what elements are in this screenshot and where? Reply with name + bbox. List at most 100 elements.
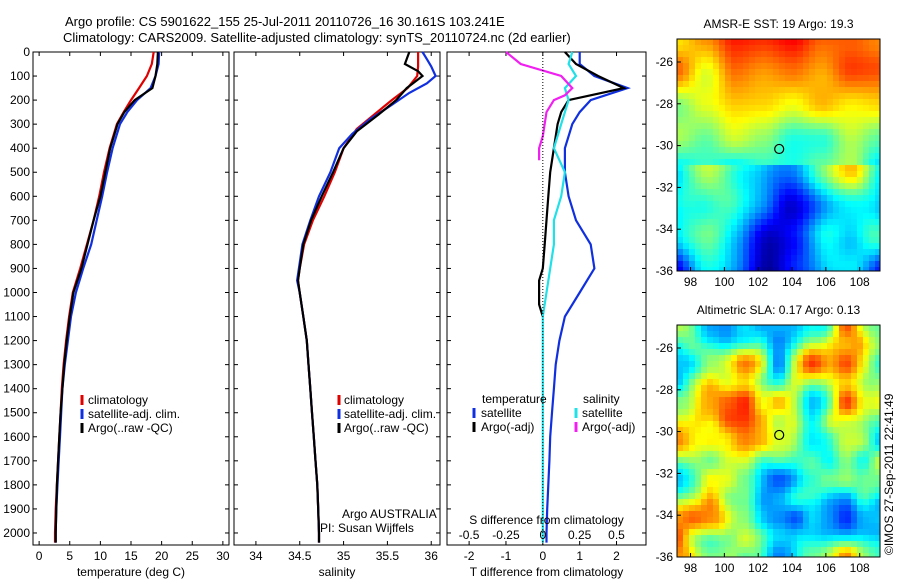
sst_map-cell: [773, 93, 780, 100]
sla_map-cell: [857, 535, 864, 542]
sla_map-cell: [863, 385, 870, 392]
sst_map-cell: [755, 99, 762, 106]
sla_map-cell: [857, 409, 864, 416]
sla_map-cell: [701, 391, 708, 398]
sst_map-cell: [809, 135, 816, 142]
sst_map-cell: [851, 57, 858, 64]
sla_map-cell: [833, 373, 840, 380]
sst_map-cell: [689, 213, 696, 220]
sst_map-cell: [719, 201, 726, 208]
sst_map-cell: [797, 153, 804, 160]
y-tick-label: 200: [10, 93, 30, 107]
sst_map-cell: [743, 75, 750, 82]
sst_map-cell: [737, 51, 744, 58]
sst_map-cell: [773, 153, 780, 160]
sla_map-cell: [797, 373, 804, 380]
sst_map-cell: [833, 231, 840, 238]
sla_map-cell: [761, 511, 768, 518]
sla_map-cell: [863, 487, 870, 494]
sla_map-cell: [839, 511, 846, 518]
sla_map-cell: [701, 349, 708, 356]
sst_map-cell: [683, 159, 690, 166]
sla_map-cell: [707, 421, 714, 428]
sst_map-cell: [755, 45, 762, 52]
sla_map-cell: [803, 349, 810, 356]
sst_map-cell: [683, 267, 690, 272]
sst_map-cell: [737, 201, 744, 208]
sla_map-cell: [749, 433, 756, 440]
sla_map-cell: [785, 445, 792, 452]
sst_map-cell: [779, 111, 786, 118]
sla_map-cell: [719, 499, 726, 506]
difference-x-tick-label: 2: [613, 549, 620, 563]
sst_map-cell: [719, 75, 726, 82]
sst_map-cell: [737, 129, 744, 136]
sst_map-cell: [833, 237, 840, 244]
sst_map-cell: [809, 57, 816, 64]
sst_map-cell: [731, 267, 738, 272]
sst_map-cell: [725, 237, 732, 244]
sla_map-frame: [676, 324, 881, 558]
sst_map-y-tick-label: -26: [656, 55, 674, 69]
sla_map-cell: [815, 487, 822, 494]
sst_map-cell: [845, 45, 852, 52]
sla_map-cell: [731, 481, 738, 488]
sla_map-cell: [779, 361, 786, 368]
sla_map-cell: [797, 529, 804, 536]
sst_map-cell: [845, 87, 852, 94]
sst_map-cell: [863, 63, 870, 70]
sst_map-cell: [713, 117, 720, 124]
sst_map-cell: [845, 105, 852, 112]
sla_map-cell: [863, 367, 870, 374]
sla_map-cell: [713, 433, 720, 440]
difference-legend-title: salinity: [583, 392, 620, 406]
sla_map-cell: [791, 337, 798, 344]
sst_map-cell: [833, 183, 840, 190]
sst_map-cell: [719, 165, 726, 172]
salinity-annotation: Argo AUSTRALIA: [342, 507, 437, 521]
sst_map-cell: [785, 207, 792, 214]
sst_map-cell: [689, 45, 696, 52]
sla_map-cell: [839, 529, 846, 536]
sst_map-cell: [785, 147, 792, 154]
sst_map-cell: [815, 165, 822, 172]
sla_map-cell: [779, 535, 786, 542]
sla_map-cell: [785, 451, 792, 458]
sla_map-cell: [731, 403, 738, 410]
sla_map-cell: [851, 517, 858, 524]
sst_map-cell: [809, 213, 816, 220]
sst_map-cell: [725, 123, 732, 130]
sla_map-cell: [731, 493, 738, 500]
sla_map-cell: [707, 541, 714, 548]
sst_map-cell: [785, 219, 792, 226]
sst_map-cell: [731, 237, 738, 244]
sst_map-cell: [773, 249, 780, 256]
sla_map-cell: [761, 463, 768, 470]
sla_map-cell: [809, 361, 816, 368]
sst_map-cell: [815, 141, 822, 148]
sst_map-cell: [761, 147, 768, 154]
sla_map-cell: [713, 349, 720, 356]
sla_map-cell: [797, 427, 804, 434]
sst_map-cell: [839, 267, 846, 272]
sla_map-cell: [749, 325, 756, 332]
sst_map-cell: [857, 81, 864, 88]
sla_map-cell: [755, 373, 762, 380]
sst_map-cell: [839, 39, 846, 46]
sst_map-cell: [677, 189, 684, 196]
sst_map-cell: [869, 93, 876, 100]
sla_map-cell: [677, 511, 684, 518]
sst_map-cell: [827, 123, 834, 130]
sla_map-cell: [677, 343, 684, 350]
sst_map-cell: [875, 81, 881, 88]
sst_map-cell: [797, 69, 804, 76]
sla_map-cell: [707, 487, 714, 494]
sla_map-cell: [821, 505, 828, 512]
figure-title-line2: Climatology: CARS2009. Satellite-adjuste…: [63, 30, 571, 45]
sst_map-cell: [689, 117, 696, 124]
sla_map-cell: [869, 451, 876, 458]
sst_map-cell: [749, 249, 756, 256]
sst_map-cell: [809, 93, 816, 100]
sla_map-cell: [815, 511, 822, 518]
temperature-series-line: [54, 51, 159, 543]
